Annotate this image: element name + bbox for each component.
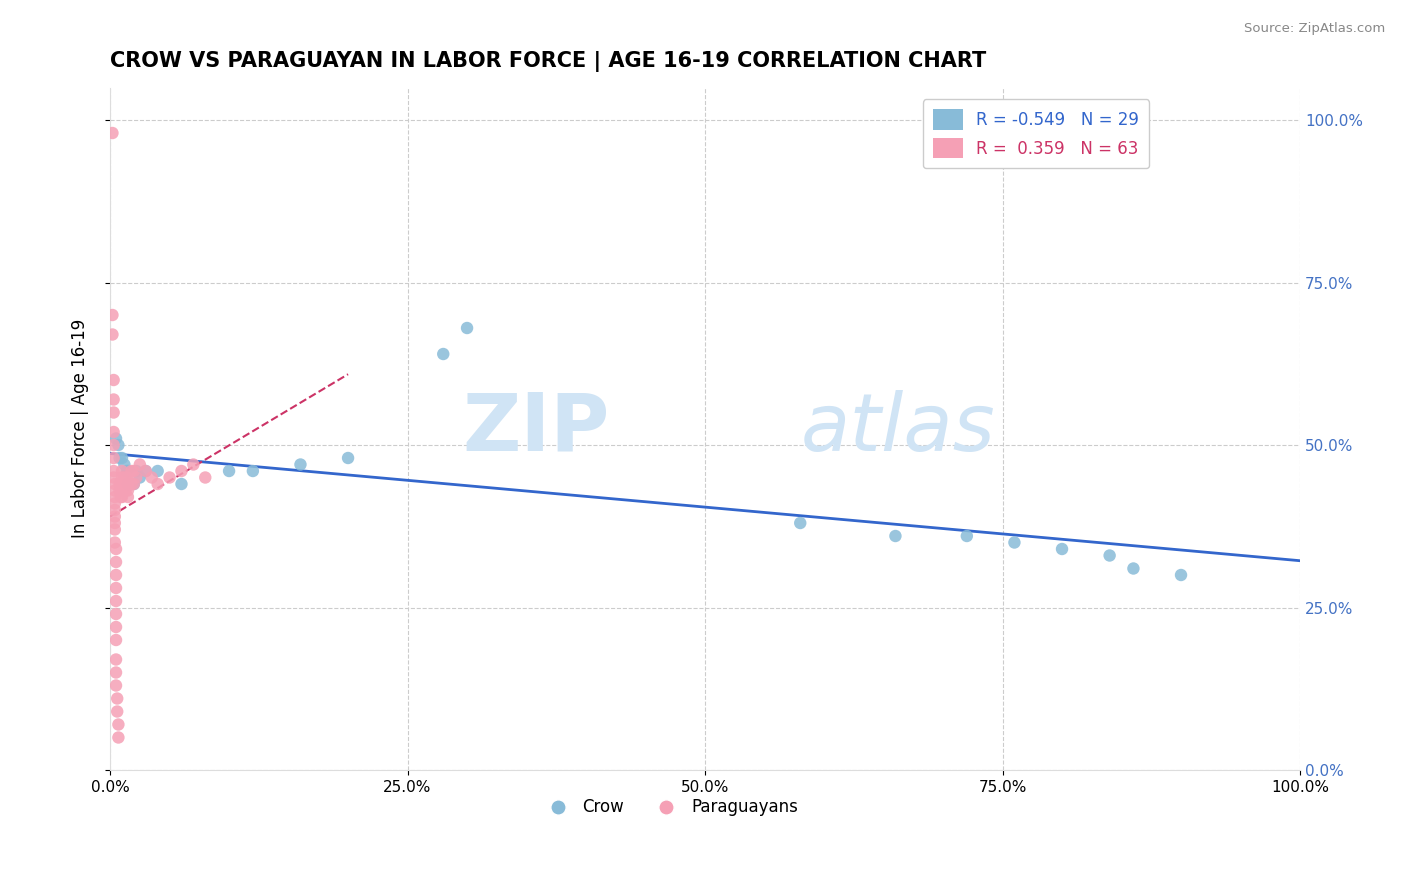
Point bbox=[1098, 549, 1121, 563]
Point bbox=[1050, 541, 1073, 556]
Point bbox=[103, 425, 125, 439]
Point bbox=[104, 496, 127, 510]
Point bbox=[104, 483, 127, 498]
Point bbox=[183, 458, 205, 472]
Text: Source: ZipAtlas.com: Source: ZipAtlas.com bbox=[1244, 22, 1385, 36]
Point bbox=[146, 477, 169, 491]
Point bbox=[884, 529, 907, 543]
Point bbox=[121, 477, 143, 491]
Legend: Crow, Paraguayans: Crow, Paraguayans bbox=[534, 792, 804, 823]
Text: ZIP: ZIP bbox=[463, 390, 610, 467]
Point bbox=[956, 529, 979, 543]
Point bbox=[103, 470, 125, 484]
Point bbox=[337, 450, 360, 465]
Point bbox=[135, 464, 157, 478]
Point bbox=[104, 490, 127, 504]
Point bbox=[117, 477, 139, 491]
Point bbox=[103, 373, 125, 387]
Y-axis label: In Labor Force | Age 16-19: In Labor Force | Age 16-19 bbox=[72, 319, 89, 539]
Point bbox=[108, 477, 131, 491]
Point bbox=[105, 594, 128, 608]
Point bbox=[105, 691, 128, 706]
Point bbox=[125, 470, 148, 484]
Point bbox=[1004, 535, 1026, 549]
Point bbox=[105, 607, 128, 621]
Point bbox=[105, 581, 128, 595]
Point bbox=[103, 450, 125, 465]
Point bbox=[122, 477, 145, 491]
Point bbox=[111, 483, 134, 498]
Point bbox=[104, 477, 127, 491]
Point bbox=[242, 464, 264, 478]
Point bbox=[115, 470, 138, 484]
Point bbox=[101, 327, 124, 342]
Point bbox=[121, 464, 143, 478]
Point bbox=[104, 509, 127, 524]
Point bbox=[111, 464, 134, 478]
Point bbox=[110, 490, 132, 504]
Point bbox=[105, 620, 128, 634]
Point bbox=[117, 477, 139, 491]
Text: atlas: atlas bbox=[800, 390, 995, 467]
Point bbox=[105, 568, 128, 582]
Point bbox=[170, 464, 193, 478]
Point bbox=[170, 477, 193, 491]
Point bbox=[105, 555, 128, 569]
Point bbox=[122, 464, 145, 478]
Point bbox=[112, 477, 135, 491]
Point bbox=[1122, 561, 1144, 575]
Point bbox=[115, 464, 138, 478]
Point bbox=[141, 470, 163, 484]
Point bbox=[194, 470, 217, 484]
Point bbox=[290, 458, 312, 472]
Point bbox=[111, 470, 134, 484]
Point bbox=[108, 450, 131, 465]
Point bbox=[128, 458, 150, 472]
Point bbox=[104, 503, 127, 517]
Point bbox=[111, 450, 134, 465]
Point bbox=[105, 541, 128, 556]
Point bbox=[107, 438, 129, 452]
Text: CROW VS PARAGUAYAN IN LABOR FORCE | AGE 16-19 CORRELATION CHART: CROW VS PARAGUAYAN IN LABOR FORCE | AGE … bbox=[110, 51, 987, 71]
Point bbox=[111, 477, 134, 491]
Point bbox=[101, 126, 124, 140]
Point bbox=[101, 308, 124, 322]
Point bbox=[1170, 568, 1192, 582]
Point bbox=[103, 464, 125, 478]
Point bbox=[103, 405, 125, 419]
Point bbox=[117, 490, 139, 504]
Point bbox=[105, 665, 128, 680]
Point bbox=[105, 432, 128, 446]
Point bbox=[112, 458, 135, 472]
Point bbox=[456, 321, 478, 335]
Point bbox=[135, 464, 157, 478]
Point bbox=[107, 717, 129, 731]
Point bbox=[122, 477, 145, 491]
Point bbox=[117, 483, 139, 498]
Point bbox=[111, 490, 134, 504]
Point bbox=[105, 705, 128, 719]
Point bbox=[114, 483, 136, 498]
Point bbox=[105, 632, 128, 647]
Point bbox=[159, 470, 181, 484]
Point bbox=[112, 470, 135, 484]
Point bbox=[108, 483, 131, 498]
Point bbox=[218, 464, 240, 478]
Point bbox=[128, 470, 150, 484]
Point bbox=[105, 652, 128, 666]
Point bbox=[103, 392, 125, 407]
Point bbox=[789, 516, 811, 530]
Point bbox=[432, 347, 454, 361]
Point bbox=[105, 678, 128, 692]
Point bbox=[117, 464, 139, 478]
Point bbox=[121, 477, 143, 491]
Point bbox=[104, 523, 127, 537]
Point bbox=[125, 464, 148, 478]
Point bbox=[104, 516, 127, 530]
Point bbox=[107, 731, 129, 745]
Point bbox=[103, 438, 125, 452]
Point bbox=[146, 464, 169, 478]
Point bbox=[104, 535, 127, 549]
